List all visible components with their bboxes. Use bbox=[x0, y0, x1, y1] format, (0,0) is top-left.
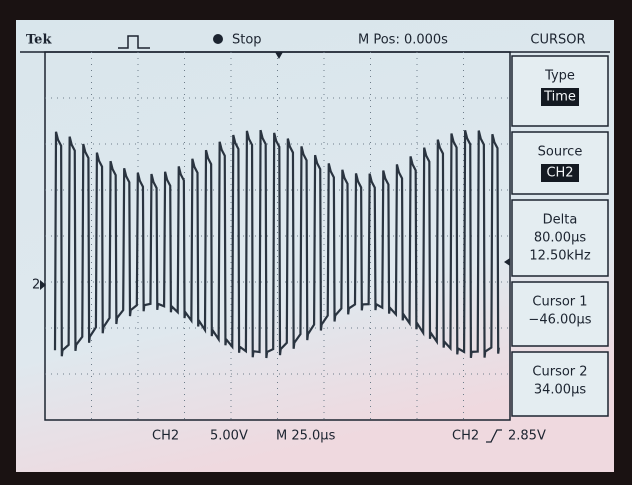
m-position: M Pos: 0.000s bbox=[358, 33, 448, 48]
run-state: Stop bbox=[232, 33, 262, 48]
menu-button bbox=[512, 132, 608, 194]
menu-value: CH2 bbox=[546, 166, 573, 181]
menu-label: Cursor 2 bbox=[532, 365, 587, 380]
footer-trigger-level: 2.85V bbox=[508, 429, 546, 444]
menu-label: Type bbox=[544, 69, 575, 84]
brand: Tek bbox=[26, 33, 52, 48]
menu-label: Source bbox=[538, 145, 583, 160]
menu-readout: 34.00µs bbox=[534, 383, 586, 398]
stop-icon bbox=[213, 34, 223, 44]
footer-timebase: M 25.0µs bbox=[276, 429, 336, 444]
footer-trigger-source: CH2 bbox=[452, 429, 479, 444]
menu-label: Cursor 1 bbox=[532, 295, 587, 310]
channel-marker: 2 bbox=[32, 278, 40, 293]
footer-channel: CH2 bbox=[152, 429, 179, 444]
footer-scale: 5.00V bbox=[210, 429, 248, 444]
oscilloscope: Tek Stop M Pos: 0.000s CURSOR 2 Type Time… bbox=[0, 0, 632, 485]
side-menu: Type Time Source CH2 Delta 80.00µs 12.50kHz Cur… bbox=[512, 56, 608, 416]
menu-title: CURSOR bbox=[530, 33, 585, 48]
menu-readout: 80.00µs bbox=[534, 231, 586, 246]
menu-readout: −46.00µs bbox=[528, 313, 591, 328]
menu-readout: 12.50kHz bbox=[529, 249, 591, 264]
menu-value: Time bbox=[543, 90, 576, 105]
menu-label: Delta bbox=[543, 213, 578, 228]
